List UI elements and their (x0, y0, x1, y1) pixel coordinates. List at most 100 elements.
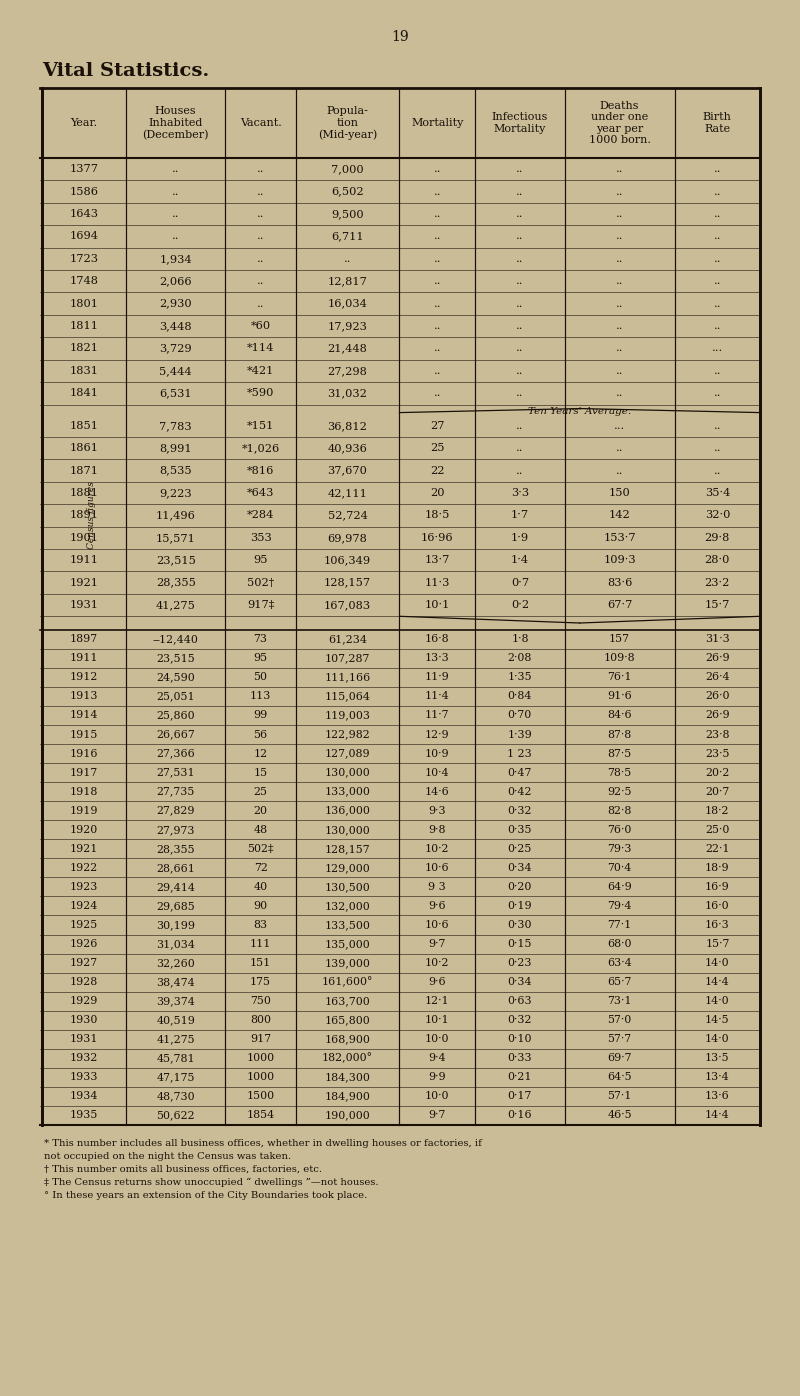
Text: 165,800: 165,800 (325, 1015, 370, 1025)
Text: 111: 111 (250, 940, 271, 949)
Text: 1821: 1821 (70, 343, 98, 353)
Text: 18·9: 18·9 (705, 863, 730, 872)
Text: 25,860: 25,860 (156, 711, 195, 720)
Text: ..: .. (516, 254, 524, 264)
Text: *1,026: *1,026 (242, 443, 280, 454)
Text: ..: .. (434, 254, 441, 264)
Text: 10·1: 10·1 (425, 600, 450, 610)
Text: 1934: 1934 (70, 1092, 98, 1101)
Text: *643: *643 (247, 489, 274, 498)
Text: ..: .. (257, 299, 264, 309)
Text: 115,064: 115,064 (325, 691, 370, 701)
Text: 27,531: 27,531 (156, 768, 195, 778)
Text: 48,730: 48,730 (156, 1092, 195, 1101)
Text: 11·9: 11·9 (425, 673, 450, 683)
Text: 23·5: 23·5 (705, 748, 730, 758)
Text: 175: 175 (250, 977, 271, 987)
Text: 10·2: 10·2 (425, 958, 450, 967)
Text: 13·7: 13·7 (425, 556, 450, 565)
Text: 150: 150 (609, 489, 630, 498)
Text: 16·8: 16·8 (425, 634, 450, 645)
Text: 1000: 1000 (246, 1072, 274, 1082)
Text: 73·1: 73·1 (607, 997, 632, 1007)
Text: 31,034: 31,034 (156, 940, 195, 949)
Text: 9·3: 9·3 (429, 805, 446, 815)
Text: 1901: 1901 (70, 533, 98, 543)
Text: ..: .. (172, 209, 179, 219)
Text: 182,000°: 182,000° (322, 1053, 373, 1064)
Text: ..: .. (714, 276, 721, 286)
Text: 87·8: 87·8 (607, 730, 632, 740)
Text: 0·30: 0·30 (508, 920, 532, 930)
Text: 161,600°: 161,600° (322, 977, 374, 987)
Text: 50: 50 (254, 673, 267, 683)
Text: 13·6: 13·6 (705, 1092, 730, 1101)
Text: 0·84: 0·84 (508, 691, 532, 701)
Text: 21,448: 21,448 (328, 343, 367, 353)
Text: 26·0: 26·0 (705, 691, 730, 701)
Text: 6,502: 6,502 (331, 187, 364, 197)
Text: 0·63: 0·63 (507, 997, 532, 1007)
Text: 2·08: 2·08 (508, 653, 532, 663)
Text: 0·42: 0·42 (508, 787, 532, 797)
Text: ..: .. (516, 443, 524, 454)
Text: 0·34: 0·34 (507, 863, 532, 872)
Text: ..: .. (516, 388, 524, 398)
Text: ..: .. (516, 187, 524, 197)
Text: ..: .. (516, 209, 524, 219)
Text: 1586: 1586 (70, 187, 98, 197)
Text: 26,667: 26,667 (156, 730, 195, 740)
Text: 1928: 1928 (70, 977, 98, 987)
Text: 64·9: 64·9 (607, 882, 632, 892)
Text: ..: .. (714, 443, 721, 454)
Text: 57·0: 57·0 (607, 1015, 632, 1025)
Text: 10·1: 10·1 (425, 1015, 450, 1025)
Text: 0·25: 0·25 (508, 843, 532, 854)
Text: 18·2: 18·2 (705, 805, 730, 815)
Text: 22·1: 22·1 (705, 843, 730, 854)
Text: 1891: 1891 (70, 511, 98, 521)
Text: 0·23: 0·23 (508, 958, 532, 967)
Text: 17,923: 17,923 (328, 321, 367, 331)
Text: 8,535: 8,535 (159, 466, 192, 476)
Text: 163,700: 163,700 (325, 997, 370, 1007)
Text: 1·39: 1·39 (507, 730, 532, 740)
Text: ..: .. (344, 254, 351, 264)
Text: 7,783: 7,783 (159, 420, 192, 431)
Text: ..: .. (714, 209, 721, 219)
Text: 190,000: 190,000 (325, 1110, 370, 1121)
Text: Mortality: Mortality (411, 119, 463, 128)
Text: 1881: 1881 (70, 489, 98, 498)
Text: 1643: 1643 (70, 209, 98, 219)
Text: 13·5: 13·5 (705, 1054, 730, 1064)
Text: 90: 90 (254, 900, 268, 912)
Text: 25,051: 25,051 (156, 691, 195, 701)
Text: 1851: 1851 (70, 420, 98, 431)
Text: 2,930: 2,930 (159, 299, 192, 309)
Text: ..: .. (714, 165, 721, 174)
Text: ..: .. (434, 165, 441, 174)
Text: 1917: 1917 (70, 768, 98, 778)
Text: 18·5: 18·5 (425, 511, 450, 521)
Text: 47,175: 47,175 (156, 1072, 195, 1082)
Text: 46·5: 46·5 (607, 1110, 632, 1121)
Text: 1935: 1935 (70, 1110, 98, 1121)
Text: 10·6: 10·6 (425, 863, 450, 872)
Text: ..: .. (434, 299, 441, 309)
Text: 1931: 1931 (70, 1034, 98, 1044)
Text: 109·8: 109·8 (604, 653, 635, 663)
Text: Year.: Year. (70, 119, 98, 128)
Text: 1929: 1929 (70, 997, 98, 1007)
Text: 1·4: 1·4 (511, 556, 529, 565)
Text: 40,519: 40,519 (156, 1015, 195, 1025)
Text: 106,349: 106,349 (324, 556, 371, 565)
Text: 65·7: 65·7 (607, 977, 632, 987)
Text: ..: .. (516, 232, 524, 242)
Text: ° In these years an extension of the City Boundaries took place.: ° In these years an extension of the Cit… (44, 1191, 367, 1201)
Text: 57·1: 57·1 (607, 1092, 632, 1101)
Text: 917‡: 917‡ (247, 600, 274, 610)
Text: 1854: 1854 (246, 1110, 274, 1121)
Text: 1,934: 1,934 (159, 254, 192, 264)
Text: *284: *284 (247, 511, 274, 521)
Text: 0·17: 0·17 (508, 1092, 532, 1101)
